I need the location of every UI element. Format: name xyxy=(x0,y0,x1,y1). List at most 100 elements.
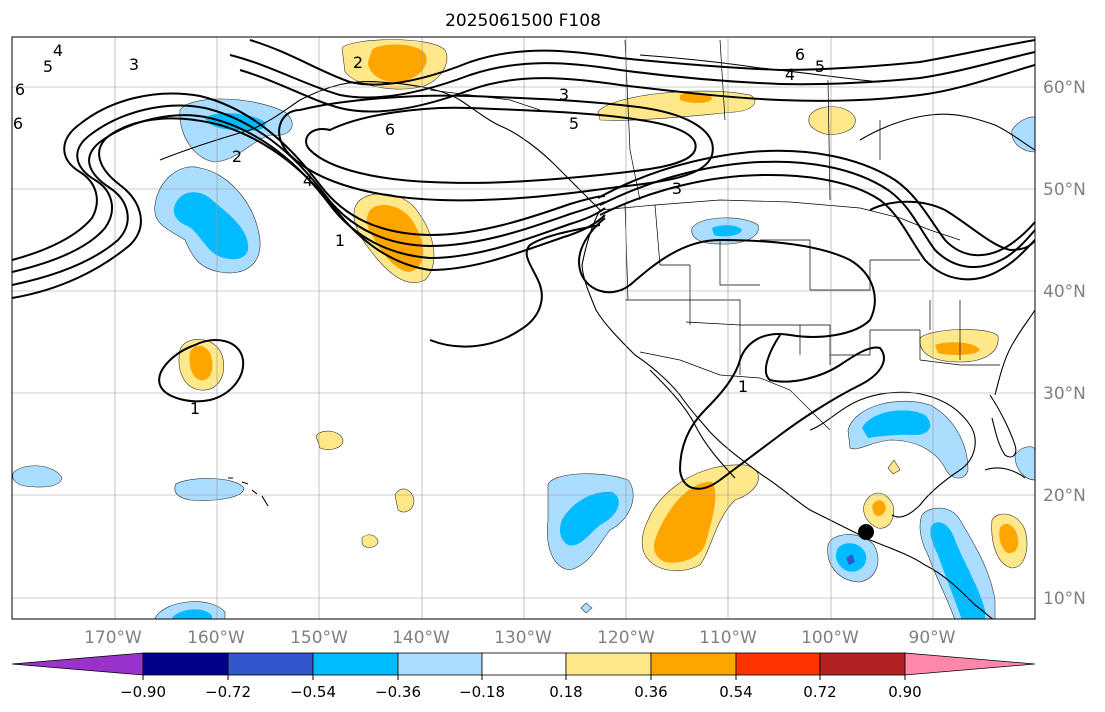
lat-label: 30°N xyxy=(1043,384,1086,404)
coastline-cuba xyxy=(984,467,1026,479)
colorbar-extend-high xyxy=(904,652,1036,676)
coastlines xyxy=(159,54,1035,619)
contour-label: 3 xyxy=(559,85,569,104)
colorbar-segment xyxy=(481,652,567,676)
contour-2-west xyxy=(12,114,606,286)
coastline-hawaii xyxy=(228,477,269,507)
lat-label: 10°N xyxy=(1043,589,1086,609)
colorbar-segment xyxy=(312,652,399,676)
location-marker xyxy=(858,524,874,540)
borders xyxy=(429,39,1000,431)
colorbar-tick-label: 0.72 xyxy=(803,683,836,701)
contour-label: 5 xyxy=(43,57,53,76)
latitude-labels: 60°N 50°N 40°N 30°N 20°N 10°N xyxy=(1043,78,1086,609)
contour-1-west xyxy=(12,117,606,299)
contour-label: 3 xyxy=(129,55,139,74)
contour-label: 1 xyxy=(335,231,345,250)
contour-label: 3 xyxy=(672,179,682,198)
shade-negative-epac-core xyxy=(560,491,619,546)
shade-positive-hudson xyxy=(808,106,856,135)
shade-negative-central-america-core xyxy=(930,522,985,619)
shade-negative-mexico-coast-dark xyxy=(846,554,855,565)
shade-positive-hawaii-north-core xyxy=(189,345,213,381)
figure-title: 2025061500 F108 xyxy=(445,11,601,31)
contour-label: 2 xyxy=(232,147,242,166)
contour-label: 4 xyxy=(303,171,313,190)
contour-label: 2 xyxy=(353,53,363,72)
contour-label: 4 xyxy=(785,65,795,84)
shade-positive-gulf-small xyxy=(887,459,901,475)
colorbar-tick-labels: −0.90 −0.72 −0.54 −0.36 −0.18 0.18 0.36 … xyxy=(120,683,922,701)
shade-negative-montana-core xyxy=(712,225,742,237)
contour-label: 5 xyxy=(569,114,579,133)
colorbar-tick-label: 0.18 xyxy=(549,683,582,701)
colorbar-tick-label: −0.72 xyxy=(205,683,251,701)
coastline-hudson xyxy=(859,113,1035,151)
shade-positive-small-1 xyxy=(315,430,344,450)
colorbar-segment xyxy=(227,652,314,676)
lat-label: 40°N xyxy=(1043,282,1086,302)
border-us-mexico xyxy=(639,351,831,431)
shade-positive-mexico-small-core xyxy=(872,500,886,516)
contour-1-trough xyxy=(578,217,885,490)
colorbar-ticks xyxy=(142,675,906,680)
contour-east-3 xyxy=(597,149,1035,257)
map-panel: 4 5 6 6 3 2 3 5 6 4 6 5 4 2 1 3 1 1 xyxy=(11,36,1036,620)
contour-north-3 xyxy=(249,39,1035,86)
lon-label: 160°W xyxy=(187,628,245,648)
colorbar-segment xyxy=(650,652,737,676)
coastline-gulf xyxy=(809,391,976,518)
contour-label: 5 xyxy=(815,57,825,76)
contour-label: 6 xyxy=(795,45,805,64)
longitude-labels: 170°W 160°W 150°W 140°W 130°W 120°W 110°… xyxy=(84,628,956,648)
lon-label: 100°W xyxy=(801,628,859,648)
contour-label: 1 xyxy=(738,377,748,396)
shade-positive-alaska-core xyxy=(368,44,427,83)
colorbar-tick-label: 0.90 xyxy=(888,683,921,701)
shade-negative-bottom-core xyxy=(172,609,212,619)
contour-lines xyxy=(12,39,1035,490)
lat-label: 20°N xyxy=(1043,486,1086,506)
shade-positive-baja-core xyxy=(654,481,716,563)
coastline-florida xyxy=(989,394,1017,458)
border-us-canada xyxy=(599,199,961,241)
colorbar xyxy=(11,652,1036,676)
colorbar-segment xyxy=(565,652,652,676)
colorbar-tick-label: −0.54 xyxy=(290,683,336,701)
colorbar-tick-label: 0.54 xyxy=(719,683,752,701)
contour-1-mid xyxy=(429,224,601,348)
contour-label-group: 4 5 6 6 3 2 3 5 6 4 6 5 4 2 1 3 1 1 xyxy=(13,41,825,418)
contour-north-1 xyxy=(239,64,1035,113)
shade-negative-cpac-core xyxy=(173,192,249,260)
map-frame xyxy=(11,36,1036,620)
lat-label: 50°N xyxy=(1043,180,1086,200)
contour-6-loop xyxy=(305,106,697,184)
contour-4-west xyxy=(12,92,606,261)
colorbar-segment xyxy=(142,652,229,676)
lon-label: 110°W xyxy=(699,628,757,648)
shade-negative-gulf-core xyxy=(862,410,931,438)
coastline-alaska xyxy=(159,81,601,211)
graticule xyxy=(12,37,1035,619)
contour-label: 6 xyxy=(13,114,23,133)
coastline-baja xyxy=(649,369,736,479)
shade-negative-northeast-edge xyxy=(1011,116,1035,153)
lon-label: 140°W xyxy=(392,628,450,648)
shade-positive-small-2 xyxy=(394,488,415,513)
lon-label: 170°W xyxy=(84,628,142,648)
shade-positive-small-3 xyxy=(361,534,379,548)
shade-positive-canada xyxy=(597,90,756,121)
shade-negative-east-edge xyxy=(1014,446,1035,481)
contour-east-2 xyxy=(599,160,1035,268)
coastline-east-us xyxy=(994,309,1035,396)
colorbar-segment xyxy=(735,652,821,676)
shade-negative-west-small xyxy=(12,465,63,488)
lon-label: 120°W xyxy=(597,628,655,648)
contour-5-loop xyxy=(278,94,714,202)
coastline-canada-arctic xyxy=(639,54,881,83)
colorbar-tick-label: −0.90 xyxy=(120,683,166,701)
contour-label: 1 xyxy=(190,399,200,418)
lon-label: 90°W xyxy=(909,628,956,648)
lat-label: 60°N xyxy=(1043,78,1086,98)
